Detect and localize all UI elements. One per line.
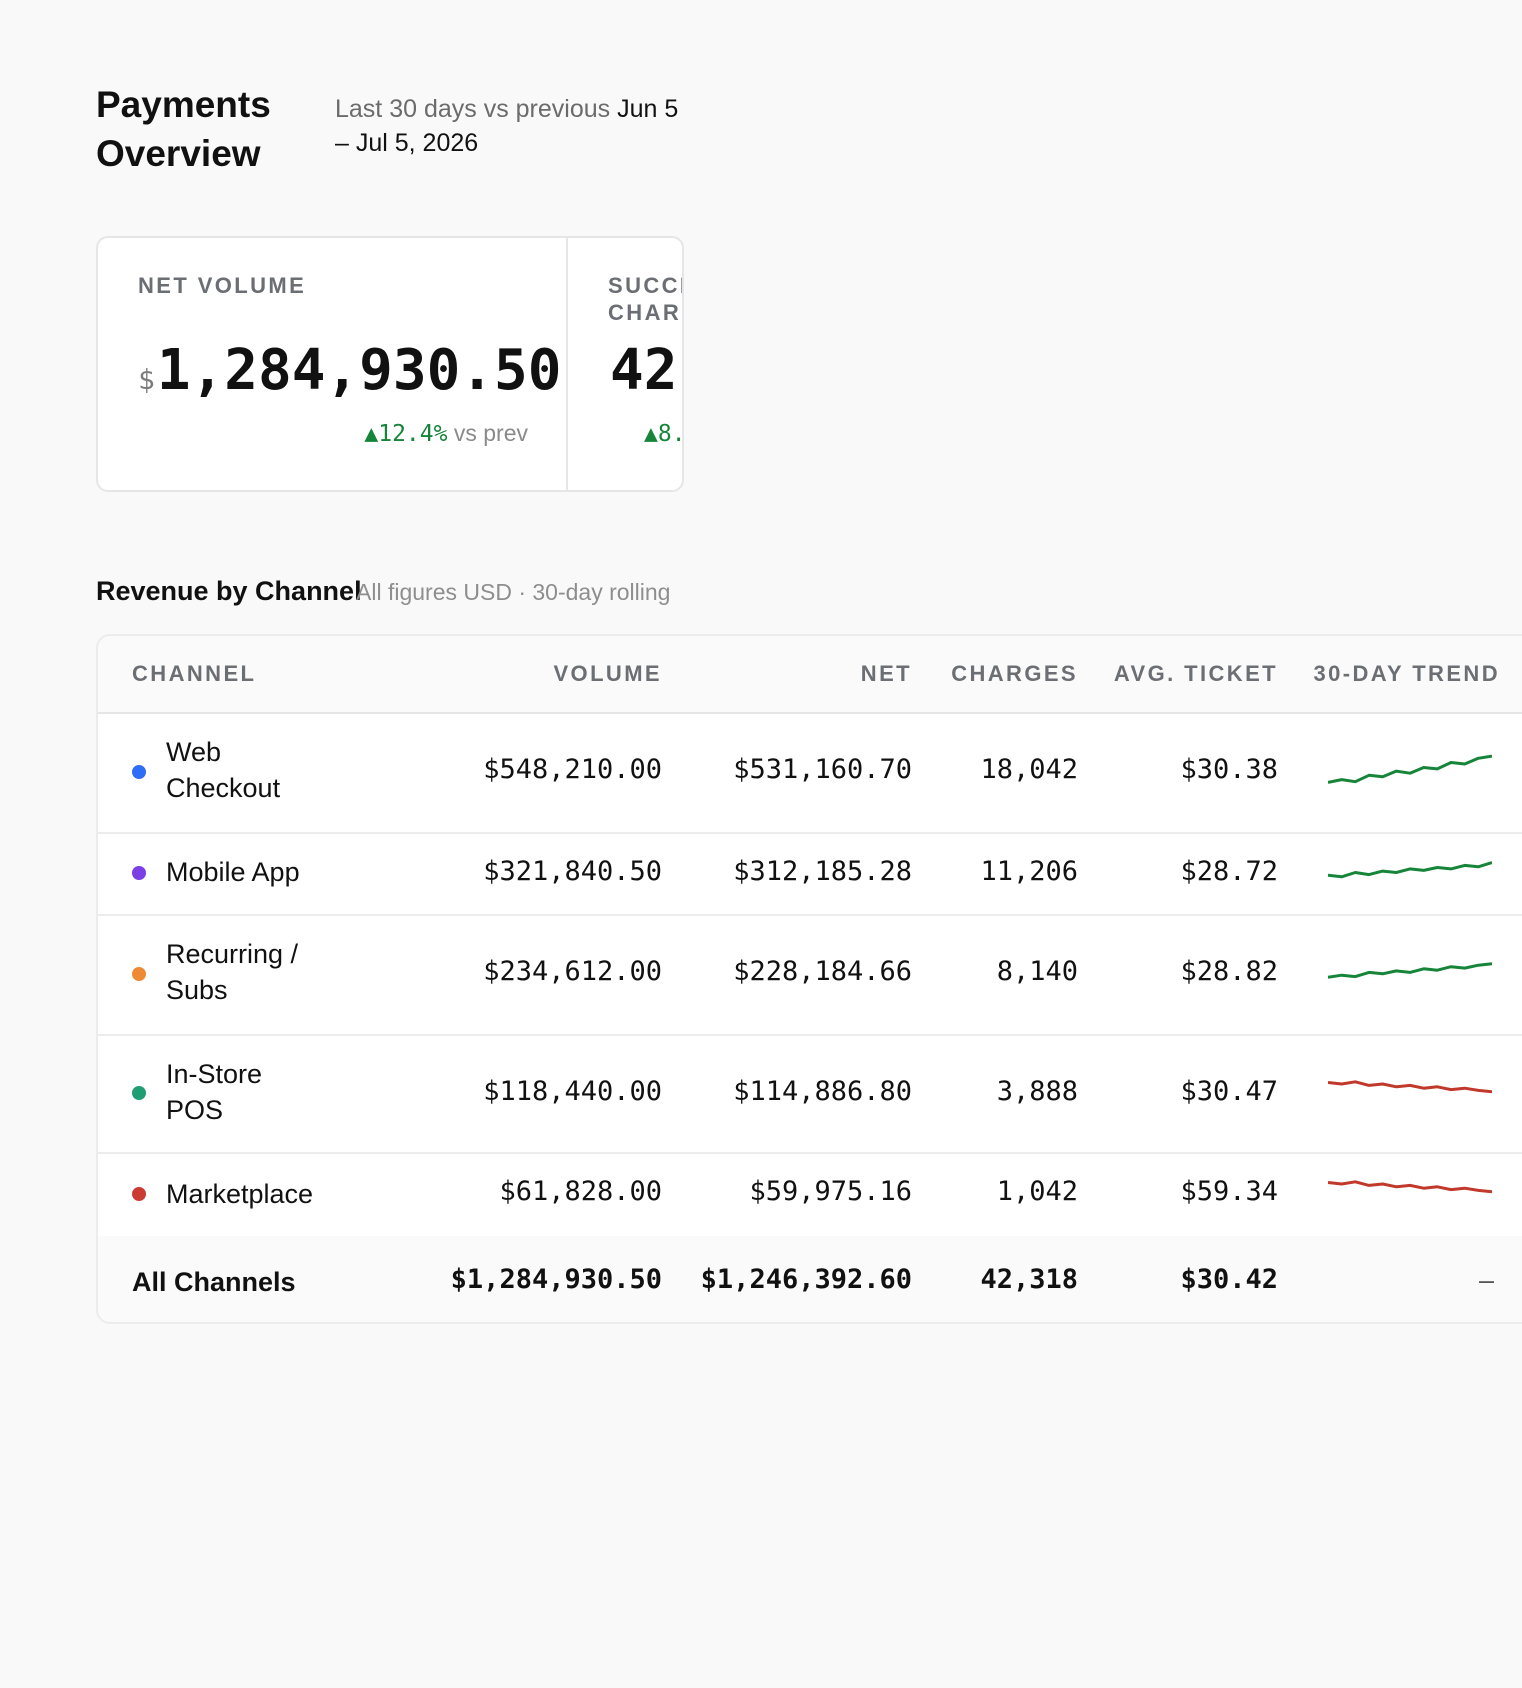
table-row[interactable]: Web Checkout $548,210.00 $531,160.70 18,…: [98, 712, 1522, 834]
channel-color-dot: [132, 967, 146, 981]
kpi-label: NET VOLUME: [138, 273, 307, 298]
channel-color-dot: [132, 866, 146, 880]
charges-cell: 18,042: [980, 754, 1078, 785]
kpi-delta-suffix: vs prev: [453, 420, 528, 446]
volume-cell: $118,440.00: [483, 1076, 662, 1107]
trend-sparkline: [1328, 754, 1492, 784]
kpi-label: SUCCESSFUL CHARGES: [608, 273, 682, 325]
column-header-channel[interactable]: CHANNEL: [132, 661, 257, 686]
kpi-value: 42,318: [608, 336, 682, 415]
table-row[interactable]: Marketplace $61,828.00 $59,975.16 1,042 …: [98, 1152, 1522, 1238]
column-header-trend[interactable]: 30-DAY TREND: [1313, 661, 1500, 686]
charges-cell: 1,042: [996, 1176, 1078, 1207]
avg-ticket-cell: $59.34: [1180, 1176, 1278, 1207]
channel-name: Recurring / Subs: [166, 939, 299, 1005]
kpi-strip: NET VOLUME $1,284,930.50 ▲12.4% vs prev …: [96, 236, 684, 492]
table-header: CHANNEL VOLUME NET CHARGES AVG. TICKET 3…: [98, 636, 1522, 714]
volume-cell: $234,612.00: [483, 956, 662, 987]
channel-name: Mobile App: [166, 857, 300, 887]
kpi-delta: ▲12.4% vs prev: [364, 418, 528, 449]
section-subtitle: All figures USD · 30-day rolling: [356, 579, 671, 605]
channel-name: Web Checkout: [166, 737, 281, 803]
kpi-delta-value: ▲12.4%: [364, 421, 448, 447]
avg-ticket-cell: $30.47: [1180, 1076, 1278, 1107]
volume-cell: $548,210.00: [483, 754, 662, 785]
kpi-delta: ▲8.: [644, 418, 684, 449]
table-row[interactable]: Mobile App $321,840.50 $312,185.28 11,20…: [98, 832, 1522, 916]
channel-color-dot: [132, 1086, 146, 1100]
avg-ticket-cell: $28.72: [1180, 856, 1278, 887]
channel-name: In-Store POS: [166, 1059, 263, 1125]
kpi-currency: $: [138, 363, 155, 396]
column-header-charges[interactable]: CHARGES: [951, 661, 1078, 686]
charges-cell: 3,888: [996, 1076, 1078, 1107]
total-charges-cell: 42,318: [980, 1264, 1078, 1295]
kpi-card-successful-charges: SUCCESSFUL CHARGES 42,318 ▲8.: [568, 238, 684, 490]
charges-cell: 11,206: [980, 856, 1078, 887]
column-header-volume[interactable]: VOLUME: [553, 661, 662, 686]
trend-sparkline: [1328, 962, 1492, 979]
page-title: Payments Overview: [96, 84, 271, 174]
kpi-value: $1,284,930.50: [138, 336, 561, 415]
net-cell: $228,184.66: [733, 956, 912, 987]
total-net-cell: $1,246,392.60: [700, 1264, 912, 1295]
total-avg-ticket-cell: $30.42: [1180, 1264, 1278, 1295]
trend-sparkline: [1328, 1180, 1492, 1194]
trend-sparkline: [1328, 1080, 1492, 1094]
channel-color-dot: [132, 1187, 146, 1201]
kpi-delta-value: ▲8.: [644, 421, 684, 447]
period-prefix: Last 30 days vs previous: [335, 95, 611, 123]
kpi-card-net-volume: NET VOLUME $1,284,930.50 ▲12.4% vs prev: [98, 238, 568, 490]
section-title: Revenue by Channel: [96, 576, 362, 606]
net-cell: $59,975.16: [749, 1176, 912, 1207]
revenue-table: CHANNEL VOLUME NET CHARGES AVG. TICKET 3…: [96, 634, 1522, 1324]
avg-ticket-cell: $30.38: [1180, 754, 1278, 785]
period-range: Jun 5 – Jul 5, 2026: [335, 95, 679, 157]
total-volume-cell: $1,284,930.50: [450, 1264, 662, 1295]
kpi-number: 1,284,930.50: [156, 338, 562, 403]
period-label: Last 30 days vs previous Jun 5 – Jul 5, …: [335, 92, 695, 160]
table-total-row: All Channels $1,284,930.50 $1,246,392.60…: [98, 1236, 1522, 1322]
volume-cell: $61,828.00: [499, 1176, 662, 1207]
kpi-number: 42,318: [610, 338, 682, 403]
volume-cell: $321,840.50: [483, 856, 662, 887]
charges-cell: 8,140: [996, 956, 1078, 987]
column-header-avg-ticket[interactable]: AVG. TICKET: [1113, 661, 1278, 686]
total-label: All Channels: [132, 1267, 296, 1297]
channel-name: Marketplace: [166, 1179, 314, 1209]
net-cell: $114,886.80: [733, 1076, 912, 1107]
table-row[interactable]: In-Store POS $118,440.00 $114,886.80 3,8…: [98, 1034, 1522, 1154]
column-header-net[interactable]: NET: [860, 661, 912, 686]
avg-ticket-cell: $28.82: [1180, 956, 1278, 987]
channel-color-dot: [132, 765, 146, 779]
total-trend-dash: –: [1478, 1265, 1494, 1295]
net-cell: $312,185.28: [733, 856, 912, 887]
net-cell: $531,160.70: [733, 754, 912, 785]
table-row[interactable]: Recurring / Subs $234,612.00 $228,184.66…: [98, 914, 1522, 1036]
trend-sparkline: [1328, 861, 1492, 879]
